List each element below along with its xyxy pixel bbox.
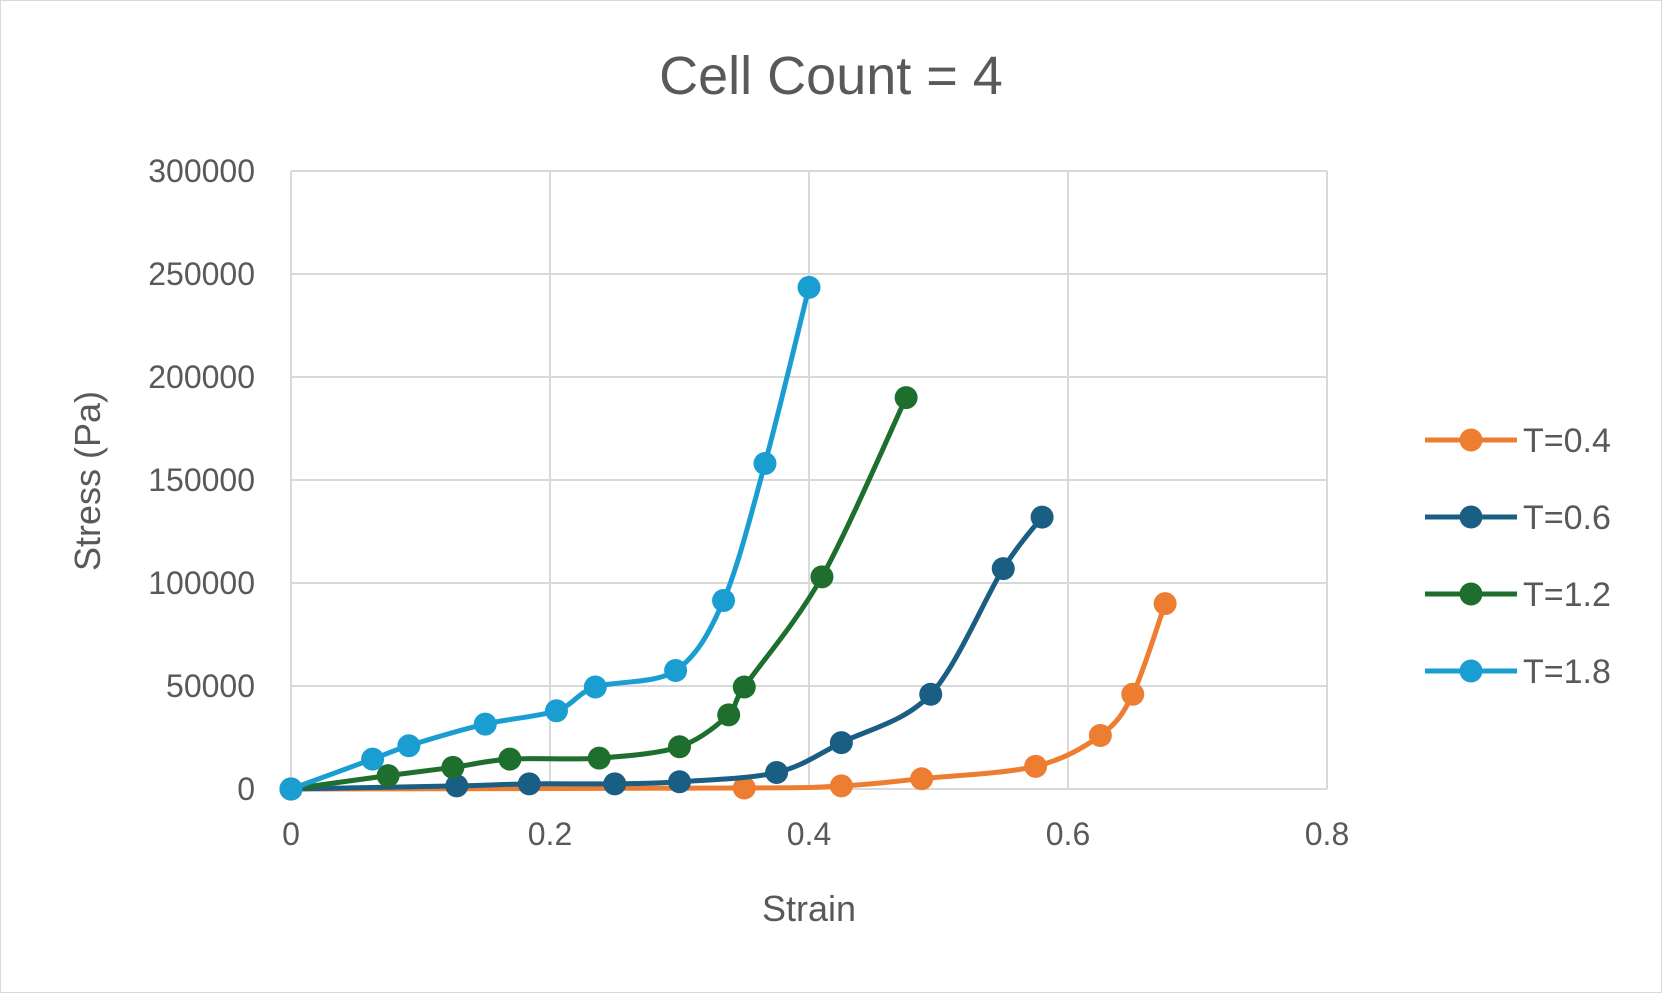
- legend-marker: [1459, 582, 1483, 606]
- data-point: [829, 731, 853, 755]
- data-point: [1024, 754, 1048, 778]
- y-tick-label: 0: [237, 771, 255, 807]
- legend-marker: [1459, 505, 1483, 529]
- data-point: [991, 557, 1015, 581]
- x-tick-label: 0.2: [528, 816, 572, 852]
- data-point: [668, 735, 691, 759]
- y-tick-label: 150000: [148, 462, 255, 498]
- legend-label: T=1.2: [1523, 576, 1611, 614]
- data-point: [910, 767, 934, 791]
- data-point: [397, 734, 421, 758]
- y-tick-label: 250000: [148, 256, 255, 292]
- y-tick-label: 300000: [148, 153, 255, 189]
- chart-title: Cell Count = 4: [659, 46, 1003, 106]
- data-point: [587, 746, 611, 770]
- data-point: [753, 452, 777, 476]
- legend: T=0.4 T=0.6 T=1.2 T=1.8: [1425, 422, 1611, 691]
- series-line: [288, 395, 909, 792]
- plot-area: [279, 275, 1177, 801]
- data-point: [829, 774, 853, 798]
- data-point: [765, 761, 789, 785]
- y-tick-label: 100000: [148, 565, 255, 601]
- y-axis-title: Stress (Pa): [67, 391, 108, 571]
- data-point: [473, 712, 497, 736]
- x-axis-ticks: 0 0.2 0.4 0.6 0.8: [282, 816, 1349, 852]
- data-point: [894, 386, 918, 410]
- legend-label: T=0.6: [1523, 499, 1611, 537]
- data-point: [1121, 682, 1145, 706]
- data-point: [603, 772, 627, 796]
- x-tick-label: 0: [282, 816, 300, 852]
- data-point: [361, 747, 385, 771]
- data-point: [664, 659, 688, 683]
- legend-entry: T=1.8: [1425, 653, 1611, 691]
- legend-entry: T=0.6: [1425, 499, 1611, 537]
- data-point: [1030, 505, 1054, 529]
- data-point: [583, 675, 607, 699]
- data-point: [717, 703, 741, 727]
- legend-marker: [1459, 428, 1483, 452]
- data-point: [517, 772, 541, 796]
- data-point: [919, 682, 943, 706]
- data-point: [668, 770, 691, 794]
- data-point: [810, 565, 834, 589]
- data-point: [1153, 592, 1177, 616]
- legend-marker: [1459, 659, 1483, 683]
- data-point: [441, 755, 465, 779]
- series-T=1.8: [279, 275, 821, 801]
- data-point: [712, 589, 736, 613]
- series-T=1.2: [279, 386, 918, 801]
- series-T=0.6: [279, 505, 1054, 801]
- legend-entry: T=1.2: [1425, 576, 1611, 614]
- data-point: [445, 774, 469, 798]
- data-point: [797, 275, 821, 299]
- data-point: [544, 699, 568, 723]
- data-point: [376, 764, 400, 788]
- legend-entry: T=0.4: [1425, 422, 1611, 460]
- y-tick-label: 200000: [148, 359, 255, 395]
- y-axis-ticks: 0 50000 100000 150000 200000 250000 300000: [148, 153, 255, 807]
- x-tick-label: 0.4: [787, 816, 831, 852]
- data-point: [1088, 723, 1112, 747]
- series-line: [288, 514, 1045, 792]
- legend-label: T=0.4: [1523, 422, 1611, 460]
- x-tick-label: 0.6: [1046, 816, 1090, 852]
- data-point: [498, 747, 522, 771]
- gridlines: [290, 170, 1328, 790]
- legend-label: T=1.8: [1523, 653, 1611, 691]
- data-point: [732, 776, 756, 800]
- x-tick-label: 0.8: [1305, 816, 1349, 852]
- x-axis-title: Strain: [762, 888, 856, 929]
- y-tick-label: 50000: [166, 668, 255, 704]
- series-T=0.4: [279, 592, 1177, 801]
- data-point: [279, 777, 303, 801]
- data-point: [732, 675, 756, 699]
